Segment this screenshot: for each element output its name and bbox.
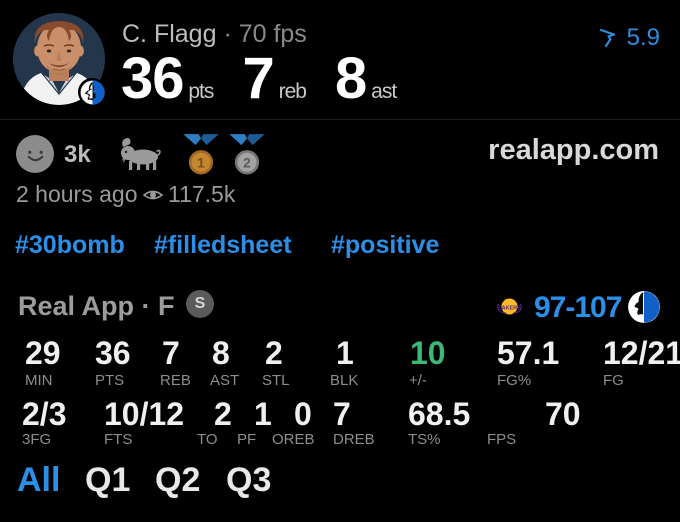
svg-text:1: 1	[197, 155, 205, 171]
svg-text:LAKERS: LAKERS	[498, 306, 521, 312]
svg-text:2: 2	[243, 155, 251, 171]
